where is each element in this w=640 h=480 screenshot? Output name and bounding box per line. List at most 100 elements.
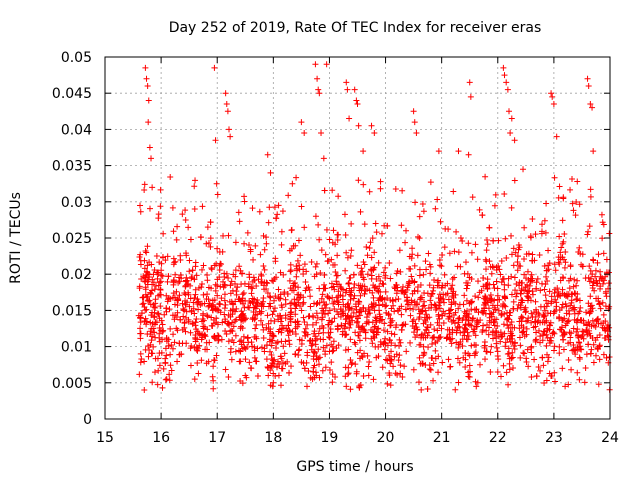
data-point — [211, 262, 218, 269]
data-point — [338, 322, 345, 329]
data-point — [430, 287, 437, 294]
data-point — [501, 293, 508, 300]
data-point — [351, 281, 358, 288]
data-point — [329, 318, 336, 325]
data-point — [488, 311, 495, 318]
data-point — [507, 328, 514, 335]
data-point — [325, 257, 332, 264]
data-point — [204, 313, 211, 320]
data-point — [358, 265, 365, 272]
data-point — [464, 336, 471, 343]
data-point — [596, 331, 603, 338]
data-point — [323, 61, 330, 68]
data-point — [565, 340, 572, 347]
data-point — [333, 272, 340, 279]
data-point — [519, 314, 526, 321]
data-point — [149, 333, 156, 340]
data-point — [154, 310, 161, 317]
data-point — [574, 178, 581, 185]
data-point — [455, 379, 462, 386]
data-point — [435, 369, 442, 376]
data-point — [528, 310, 535, 317]
data-point — [266, 338, 273, 345]
data-point — [237, 348, 244, 355]
data-point — [251, 333, 258, 340]
data-point — [363, 320, 370, 327]
data-point — [506, 360, 513, 367]
data-point — [437, 218, 444, 225]
data-point — [267, 317, 274, 324]
data-point — [456, 341, 463, 348]
data-point — [229, 311, 236, 318]
data-point — [204, 271, 211, 278]
data-point — [255, 276, 262, 283]
data-point — [286, 337, 293, 344]
data-point — [191, 206, 198, 213]
data-point — [474, 320, 481, 327]
data-point — [359, 268, 366, 275]
data-point — [151, 329, 158, 336]
x-tick-labels: 15 16 17 18 19 20 21 22 23 24 — [96, 430, 619, 446]
data-point — [549, 93, 556, 100]
data-point — [432, 302, 439, 309]
data-point — [516, 262, 523, 269]
data-point — [143, 321, 150, 328]
data-point — [477, 317, 484, 324]
data-point — [316, 299, 323, 306]
data-point — [382, 264, 389, 271]
data-point — [335, 193, 342, 200]
data-point — [264, 151, 271, 158]
y-tick-label: 0.04 — [61, 122, 92, 138]
data-point — [411, 279, 418, 286]
data-point — [381, 339, 388, 346]
data-point — [321, 311, 328, 318]
data-point — [261, 279, 268, 286]
data-point — [278, 228, 285, 235]
data-point — [239, 291, 246, 298]
data-point — [535, 310, 542, 317]
data-point — [279, 304, 286, 311]
data-point — [246, 304, 253, 311]
data-point — [561, 315, 568, 322]
data-point — [532, 298, 539, 305]
data-point — [420, 320, 427, 327]
data-point — [365, 372, 372, 379]
data-point — [143, 249, 150, 256]
data-point — [260, 262, 267, 269]
data-point — [178, 275, 185, 282]
data-point — [207, 243, 214, 250]
data-point — [397, 268, 404, 275]
data-point — [388, 340, 395, 347]
data-point — [449, 275, 456, 282]
data-point — [146, 297, 153, 304]
data-point — [302, 287, 309, 294]
data-point — [508, 232, 515, 239]
data-point — [354, 101, 361, 108]
data-point — [261, 266, 268, 273]
data-point — [343, 249, 350, 256]
data-point — [173, 313, 180, 320]
data-point — [604, 324, 611, 331]
data-point — [567, 263, 574, 270]
data-point — [240, 289, 247, 296]
data-point — [411, 119, 418, 126]
data-point — [473, 383, 480, 390]
data-point — [194, 328, 201, 335]
data-point — [208, 322, 215, 329]
data-point — [493, 340, 500, 347]
data-point — [281, 289, 288, 296]
data-point — [416, 272, 423, 279]
data-point — [170, 277, 177, 284]
data-point — [569, 200, 576, 207]
data-point — [468, 249, 475, 256]
data-point — [144, 82, 151, 89]
data-point — [531, 356, 538, 363]
data-point — [402, 239, 409, 246]
data-point — [447, 307, 454, 314]
data-point — [212, 281, 219, 288]
data-point — [584, 75, 591, 82]
data-point — [295, 321, 302, 328]
data-point — [326, 307, 333, 314]
data-point — [589, 271, 596, 278]
data-point — [466, 79, 473, 86]
